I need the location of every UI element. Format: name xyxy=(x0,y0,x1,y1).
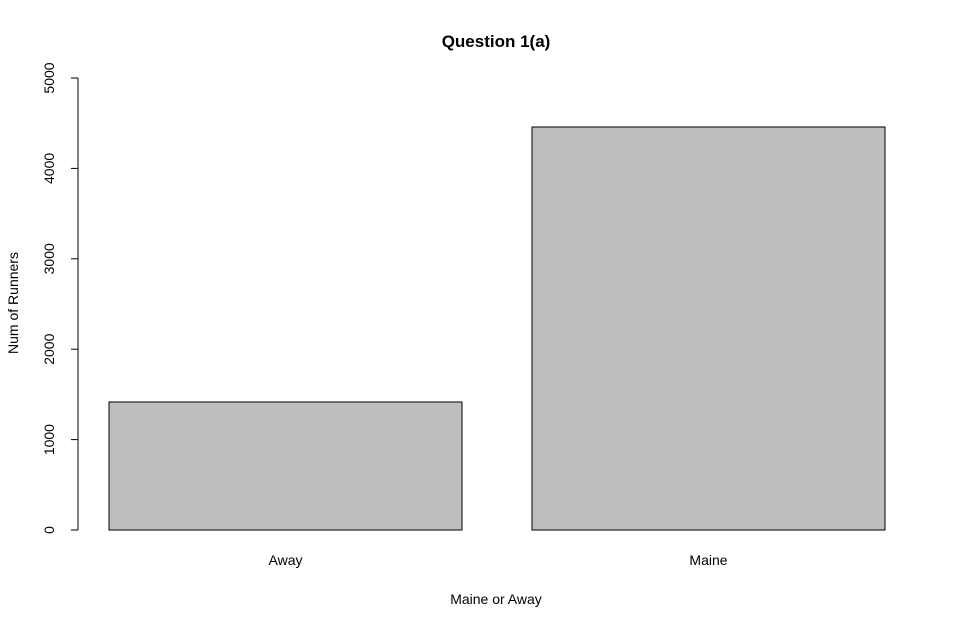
y-tick-label-3: 3000 xyxy=(41,243,57,274)
y-tick-label-4: 4000 xyxy=(41,153,57,184)
y-axis: 0 1000 2000 3000 4000 5000 xyxy=(41,62,79,534)
bars xyxy=(108,126,886,531)
y-tick-label-2: 2000 xyxy=(41,333,57,364)
x-category-label-maine: Maine xyxy=(689,552,727,568)
x-axis-categories: Away Maine xyxy=(269,552,728,568)
x-category-label-away: Away xyxy=(269,552,303,568)
bar-maine xyxy=(531,126,886,531)
y-tick-label-0: 0 xyxy=(41,526,57,534)
y-axis-label: Num of Runners xyxy=(5,252,21,354)
y-tick-label-1: 1000 xyxy=(41,424,57,455)
chart-title: Question 1(a) xyxy=(442,32,551,51)
x-axis-label: Maine or Away xyxy=(450,591,542,607)
y-tick-label-5: 5000 xyxy=(41,62,57,93)
bar-away xyxy=(108,401,463,531)
